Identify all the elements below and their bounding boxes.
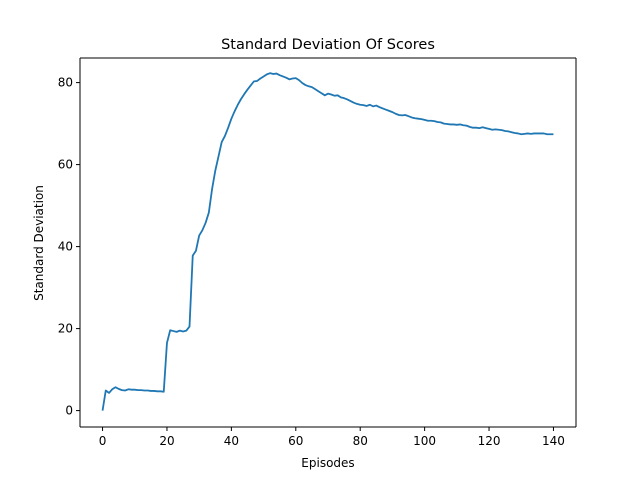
series-layer — [101, 72, 554, 411]
x-tick-label: 20 — [159, 434, 174, 448]
y-tick-label: 40 — [58, 240, 73, 254]
y-tick-label: 80 — [58, 76, 73, 90]
tick-layer: 0 20 40 60 80 100 120 140 0 20 40 60 80 — [58, 76, 565, 448]
x-tick-label: 100 — [413, 434, 436, 448]
x-tick-label: 0 — [99, 434, 107, 448]
y-tick-label: 60 — [58, 158, 73, 172]
chart-title: Standard Deviation Of Scores — [221, 37, 435, 53]
x-tick-label: 40 — [224, 434, 239, 448]
plot-area — [80, 58, 576, 427]
x-tick-label: 120 — [478, 434, 501, 448]
x-tick-label: 60 — [288, 434, 303, 448]
series-line — [101, 72, 554, 411]
y-tick-label: 20 — [58, 322, 73, 336]
x-axis-label: Episodes — [301, 456, 354, 470]
x-tick-label: 140 — [542, 434, 565, 448]
y-axis-label: Standard Deviation — [32, 185, 46, 301]
x-tick-label: 80 — [353, 434, 368, 448]
y-tick-label: 0 — [65, 404, 73, 418]
